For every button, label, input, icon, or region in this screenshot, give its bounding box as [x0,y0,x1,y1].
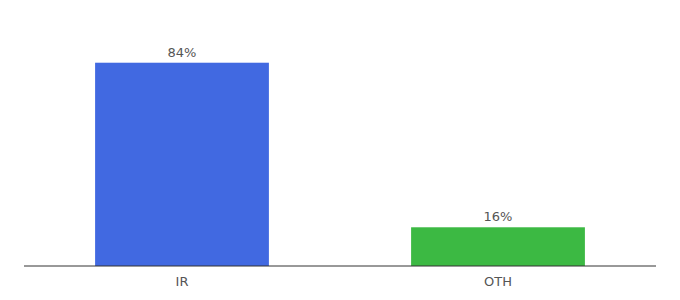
bar [411,227,585,266]
bars [95,63,585,266]
x-tick-label: IR [176,274,189,289]
data-label: 84% [168,45,197,60]
data-labels: 84% 16% [168,45,513,225]
x-axis: IR OTH [24,266,656,289]
chart-container: 84% 16% IR OTH [0,0,680,300]
x-axis-line [24,266,656,267]
bar [95,63,269,266]
chart: 84% 16% IR OTH [0,0,680,300]
x-tick-label: OTH [484,274,512,289]
data-label: 16% [484,209,513,224]
